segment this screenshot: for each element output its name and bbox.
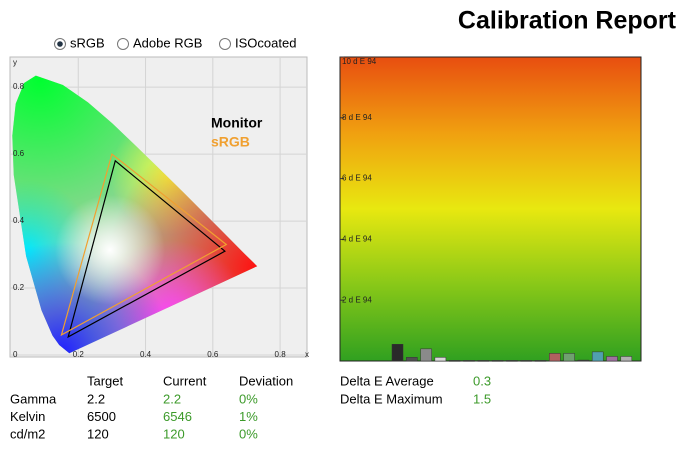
gamut-triangle [60,153,228,337]
bar [491,360,504,362]
table-cell: 6546 [163,409,192,424]
radio-label[interactable]: ISOcoated [235,35,296,50]
y-tick-label: 2 d E 94 [342,295,372,304]
bar [506,360,518,362]
bar [477,360,490,362]
bar [448,360,461,362]
row-label: cd/m2 [10,426,45,441]
bar [549,353,561,362]
table-cell: 0% [239,391,258,406]
bar [591,351,604,362]
y-tick-label: 0.2 [13,283,25,292]
bar [520,360,532,362]
bar [577,359,590,362]
x-tick-label: 0.2 [73,350,85,359]
radio-dot [57,41,63,47]
table-cell: 120 [163,426,185,441]
bar [463,360,475,362]
bar [420,348,432,362]
gamut-triangle [67,159,226,339]
y-tick-label: 10 d E 94 [342,57,377,66]
radio-button[interactable] [219,38,231,50]
y-axis-label: y [13,58,17,67]
row-label: Gamma [10,391,57,406]
x-axis-label: x [305,350,309,359]
delta-e-value: 1.5 [473,391,491,406]
bar [534,360,547,362]
bar [406,357,418,362]
x-tick-label: 0.8 [275,350,287,359]
row-label: Kelvin [10,409,45,424]
y-tick-label: 4 d E 94 [342,235,372,244]
table-cell: 2.2 [87,391,105,406]
table-cell: 0% [239,426,258,441]
radio-button[interactable] [117,38,129,50]
table-cell: 1% [239,409,258,424]
delta-e-frame [339,56,642,362]
bar [563,353,575,362]
bar [434,357,447,362]
x-tick-label: 0.6 [207,350,219,359]
table-cell: 6500 [87,409,116,424]
column-header: Deviation [239,373,293,388]
y-tick-label: 0 [13,350,18,359]
y-tick-label: 0.4 [13,216,25,225]
report-title: Calibration Report [458,7,677,35]
delta-e-label: Delta E Maximum [340,391,443,406]
bar [606,356,618,362]
radio-label[interactable]: sRGB [70,35,105,50]
table-cell: 2.2 [163,391,181,406]
bar [391,344,404,362]
delta-e-label: Delta E Average [340,373,434,388]
table-cell: 120 [87,426,109,441]
column-header: Current [163,373,207,388]
y-tick-label: 6 d E 94 [342,174,372,183]
x-tick-label: 0.4 [140,350,152,359]
y-tick-label: 8 d E 94 [342,113,372,122]
column-header: Target [87,373,124,388]
radio-label[interactable]: Adobe RGB [133,35,202,50]
y-tick-label: 0.8 [13,82,25,91]
legend-entry: sRGB [211,134,250,150]
delta-e-value: 0.3 [473,373,491,388]
bar [620,356,633,362]
y-tick-label: 0.6 [13,149,25,158]
legend-entry: Monitor [211,115,263,131]
